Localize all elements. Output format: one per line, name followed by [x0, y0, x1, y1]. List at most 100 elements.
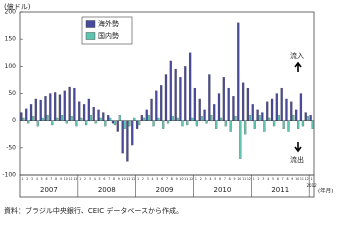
- bar: [94, 120, 97, 124]
- bar: [123, 120, 126, 129]
- x-tick-label: 12: [73, 177, 77, 181]
- bar: [34, 98, 37, 121]
- x-tick-label: 1: [253, 177, 255, 181]
- y-tick-label: 150: [5, 36, 17, 43]
- y-tick-label: -50: [6, 144, 16, 151]
- x-tick-label: 9: [60, 177, 62, 181]
- x-tick-label: 3: [31, 177, 33, 181]
- bar: [164, 74, 168, 121]
- bar: [200, 116, 203, 121]
- bar: [58, 94, 62, 121]
- x-tick-label: 10: [64, 177, 68, 181]
- x-tick-label: 9: [118, 177, 120, 181]
- bar: [266, 101, 269, 121]
- year-label: 2010: [214, 186, 232, 194]
- x-tick-label: 6: [161, 177, 163, 181]
- bar: [142, 117, 146, 121]
- x-tick-label: 3: [147, 177, 149, 181]
- x-tick-label: 8: [113, 177, 115, 181]
- bar: [258, 115, 261, 121]
- bar: [97, 109, 100, 121]
- y-tick-label: 50: [8, 90, 16, 97]
- bar: [78, 101, 81, 121]
- x-tick-label: 8: [229, 177, 231, 181]
- bar: [306, 116, 309, 121]
- bar: [73, 87, 76, 121]
- x-tick-label: 11: [126, 177, 130, 181]
- bar: [99, 117, 102, 121]
- x-axis-frame: [19, 174, 315, 198]
- bar: [131, 120, 134, 146]
- bar: [292, 115, 295, 121]
- year-label: 2009: [156, 186, 174, 194]
- x-tick-label: 3: [262, 177, 264, 181]
- bar: [190, 117, 194, 121]
- bar: [60, 115, 64, 121]
- bar: [89, 115, 93, 121]
- bar: [152, 120, 155, 127]
- x-tick-label: 7: [224, 177, 226, 181]
- x-tick-label: 10: [122, 177, 126, 181]
- bar: [137, 120, 141, 126]
- x-tick-label: 1: [21, 177, 23, 181]
- bar: [299, 93, 303, 121]
- x-tick-label: 12: [189, 177, 193, 181]
- bar: [20, 112, 23, 121]
- x-tick-label: 1: [311, 177, 313, 181]
- x-tick-label: 2: [84, 177, 86, 181]
- bar: [56, 117, 59, 121]
- x-tick-label: 7: [282, 177, 284, 181]
- bar: [126, 120, 129, 162]
- bar: [217, 93, 221, 121]
- bar: [107, 115, 110, 121]
- bar: [297, 120, 300, 129]
- x-tick-label: 9: [291, 177, 293, 181]
- bar: [65, 120, 68, 124]
- x-tick-label: 6: [103, 177, 105, 181]
- bar: [68, 86, 71, 121]
- bar: [246, 87, 250, 121]
- bar: [31, 116, 35, 121]
- bar: [116, 120, 119, 132]
- bar: [147, 115, 150, 121]
- bar: [133, 117, 136, 121]
- bar: [248, 115, 252, 121]
- x-tick-label: 5: [156, 177, 158, 181]
- x-tick-label: 8: [171, 177, 173, 181]
- bar: [256, 109, 259, 121]
- bar: [285, 98, 288, 121]
- bar: [179, 77, 182, 121]
- bar: [261, 112, 264, 121]
- chart: (億ドル) 資料：ブラジル中央銀行、CEIC データベースから作成。 (年月) …: [2, 2, 333, 215]
- bar: [145, 109, 148, 121]
- bar: [205, 120, 208, 124]
- bar: [70, 116, 73, 121]
- bar: [171, 116, 174, 121]
- x-tick-label: 4: [152, 177, 154, 181]
- x-tick-label: 11: [300, 177, 304, 181]
- bar: [135, 120, 139, 129]
- x-label: (年月): [318, 187, 333, 195]
- bar: [140, 115, 144, 121]
- annotation: 流入: [290, 51, 304, 60]
- y-tick-label: -100: [2, 172, 16, 179]
- x-tick-label: 2: [258, 177, 260, 181]
- y-tick-label: 200: [5, 9, 17, 16]
- bar: [75, 120, 78, 127]
- x-tick-label: 8: [55, 177, 57, 181]
- bar: [111, 120, 115, 124]
- bar: [176, 117, 179, 121]
- bar: [280, 87, 283, 121]
- legend-swatch: [85, 32, 96, 40]
- x-tick-label: 1: [137, 177, 139, 181]
- x-tick-label: 7: [166, 177, 168, 181]
- bar: [301, 120, 305, 127]
- x-tick-label: 6: [219, 177, 221, 181]
- x-tick-label: 1: [79, 177, 81, 181]
- bar: [237, 22, 240, 121]
- y-unit: (億ドル): [4, 2, 31, 11]
- bar: [275, 93, 278, 121]
- x-tick-label: 2: [26, 177, 28, 181]
- bar: [102, 112, 105, 121]
- arrow-down: [294, 142, 302, 153]
